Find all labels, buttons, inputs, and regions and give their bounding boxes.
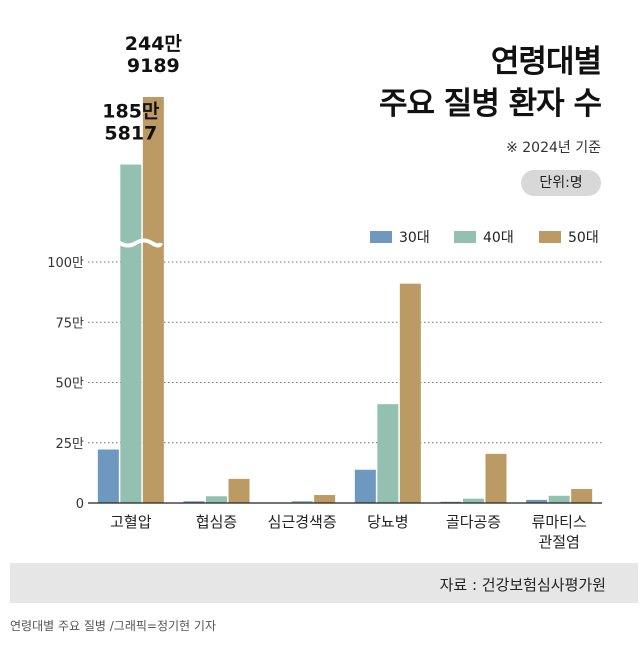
data-label: 9189 [127,55,180,77]
bar-50대-0 [142,97,164,503]
bar-30대-4 [440,501,462,503]
x-tick-label: 고혈압 [110,513,152,531]
legend-swatch-40s [454,231,476,243]
bar-40대-4 [463,498,484,503]
unit-badge: 단위:명 [521,170,601,196]
chart-title-line1: 연령대별 [490,44,602,80]
bar-30대-5 [526,499,548,503]
bar-40대-0 [120,164,142,503]
legend-swatch-50s [539,231,561,243]
bar-50대-1 [228,478,250,503]
bar-40대-3 [377,404,399,503]
legend-item-50s: 50대 [539,227,599,247]
y-tick-label: 25만 [55,437,84,452]
data-label: 5817 [104,123,157,145]
y-tick-label: 50만 [55,377,84,392]
bar-30대-0 [97,449,119,503]
x-tick-label: 류마티스 [532,513,587,531]
x-tick-label: 당뇨병 [367,513,408,531]
chart-title-line2: 주요 질병 환자 수 [378,86,602,122]
bar-40대-5 [548,495,570,503]
axis-break-mark [101,238,163,248]
reference-year-note: ※ 2024년 기준 [506,140,601,156]
x-tick-label: 골다공증 [446,513,501,531]
bar-50대-5 [571,489,593,503]
y-tick-label: 75만 [55,316,84,331]
legend-label-30s: 30대 [399,230,430,246]
bar-50대-3 [399,283,421,503]
graphic-credit: 연령대별 주요 질병 /그래픽=정기현 기자 [10,619,216,633]
legend-label-50s: 50대 [568,230,599,246]
legend-item-40s: 40대 [454,227,514,247]
x-tick-label: 심근경색증 [268,513,337,531]
bar-40대-2 [291,501,313,503]
data-label: 244만 [125,33,183,55]
bar-50대-2 [314,495,336,503]
legend-label-40s: 40대 [483,230,514,246]
bar-30대-1 [183,501,205,503]
y-tick-label: 0 [76,497,84,512]
bar-40대-1 [206,496,227,503]
bar-30대-3 [354,469,376,503]
x-tick-label: 관절염 [538,533,579,551]
bar-50대-4 [485,453,507,503]
source-text: 자료 : 건강보험심사평가원 [439,576,606,594]
legend-item-30s: 30대 [370,227,430,247]
source-bar: 자료 : 건강보험심사평가원 [10,563,638,603]
y-tick-label: 100만 [47,256,84,271]
data-label: 185만 [102,101,160,123]
legend-swatch-30s [370,231,392,243]
x-tick-label: 협심증 [196,513,237,531]
